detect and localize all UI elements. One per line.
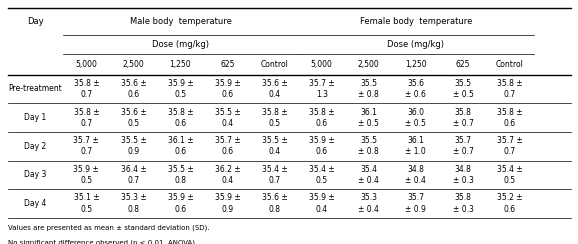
Text: 35.9 ±
0.6: 35.9 ± 0.6	[309, 136, 335, 156]
Text: 35.5 ±
0.4: 35.5 ± 0.4	[214, 108, 240, 128]
Text: 35.8 ±
0.5: 35.8 ± 0.5	[262, 108, 287, 128]
Text: 35.4 ±
0.7: 35.4 ± 0.7	[262, 165, 287, 185]
Text: Dose (mg/kg): Dose (mg/kg)	[387, 41, 444, 49]
Text: Male body  temperature: Male body temperature	[129, 17, 231, 26]
Text: Control: Control	[261, 60, 288, 69]
Text: 35.8 ±
0.7: 35.8 ± 0.7	[73, 79, 99, 99]
Text: 35.1 ±
0.5: 35.1 ± 0.5	[73, 193, 99, 214]
Text: 35.7 ±
1.3: 35.7 ± 1.3	[309, 79, 335, 99]
Text: 36.2 ±
0.4: 36.2 ± 0.4	[215, 165, 240, 185]
Text: 35.8
± 0.3: 35.8 ± 0.3	[453, 193, 473, 214]
Text: Pre-treatment: Pre-treatment	[9, 84, 62, 93]
Text: 35.6 ±
0.6: 35.6 ± 0.6	[121, 79, 146, 99]
Text: Dose (mg/kg): Dose (mg/kg)	[152, 41, 209, 49]
Text: 36.4 ±
0.7: 36.4 ± 0.7	[121, 165, 146, 185]
Text: 35.4 ±
0.5: 35.4 ± 0.5	[497, 165, 523, 185]
Text: 35.6 ±
0.8: 35.6 ± 0.8	[262, 193, 287, 214]
Text: 35.9 ±
0.4: 35.9 ± 0.4	[309, 193, 335, 214]
Text: 2,500: 2,500	[123, 60, 144, 69]
Text: 35.9 ±
0.6: 35.9 ± 0.6	[214, 79, 240, 99]
Text: No significant difference observed (p < 0.01, ANOVA): No significant difference observed (p < …	[8, 239, 195, 244]
Text: 2,500: 2,500	[358, 60, 380, 69]
Text: 35.4 ±
0.5: 35.4 ± 0.5	[309, 165, 335, 185]
Text: Day 1: Day 1	[24, 113, 47, 122]
Text: 34.8
± 0.3: 34.8 ± 0.3	[453, 165, 473, 185]
Text: Control: Control	[496, 60, 524, 69]
Text: 35.5 ±
0.4: 35.5 ± 0.4	[262, 136, 287, 156]
Text: 35.4
± 0.4: 35.4 ± 0.4	[358, 165, 379, 185]
Text: 35.7 ±
0.7: 35.7 ± 0.7	[73, 136, 99, 156]
Text: Values are presented as mean ± standard deviation (SD).: Values are presented as mean ± standard …	[8, 224, 210, 231]
Text: 35.8 ±
0.6: 35.8 ± 0.6	[497, 108, 523, 128]
Text: 5,000: 5,000	[311, 60, 333, 69]
Text: 5,000: 5,000	[75, 60, 97, 69]
Text: 1,250: 1,250	[405, 60, 427, 69]
Text: 625: 625	[220, 60, 235, 69]
Text: 35.7
± 0.9: 35.7 ± 0.9	[405, 193, 427, 214]
Text: 35.8 ±
0.7: 35.8 ± 0.7	[73, 108, 99, 128]
Text: 35.9 ±
0.5: 35.9 ± 0.5	[73, 165, 99, 185]
Text: 35.9 ±
0.6: 35.9 ± 0.6	[168, 193, 194, 214]
Text: Day 4: Day 4	[24, 199, 47, 208]
Text: 35.5
± 0.5: 35.5 ± 0.5	[453, 79, 473, 99]
Text: 35.2 ±
0.6: 35.2 ± 0.6	[497, 193, 523, 214]
Text: 35.6 ±
0.5: 35.6 ± 0.5	[121, 108, 146, 128]
Text: 35.6
± 0.6: 35.6 ± 0.6	[405, 79, 427, 99]
Text: 35.9 ±
0.5: 35.9 ± 0.5	[168, 79, 194, 99]
Text: 35.7
± 0.7: 35.7 ± 0.7	[453, 136, 473, 156]
Text: 36.1
± 1.0: 36.1 ± 1.0	[406, 136, 426, 156]
Text: Day 3: Day 3	[24, 170, 47, 179]
Text: 35.5
± 0.8: 35.5 ± 0.8	[358, 136, 379, 156]
Text: 35.8 ±
0.7: 35.8 ± 0.7	[497, 79, 523, 99]
Text: 35.7 ±
0.7: 35.7 ± 0.7	[497, 136, 523, 156]
Text: 35.5
± 0.8: 35.5 ± 0.8	[358, 79, 379, 99]
Text: 1,250: 1,250	[170, 60, 191, 69]
Text: 35.8
± 0.7: 35.8 ± 0.7	[453, 108, 473, 128]
Text: 35.8 ±
0.6: 35.8 ± 0.6	[309, 108, 335, 128]
Text: 35.5 ±
0.8: 35.5 ± 0.8	[168, 165, 194, 185]
Text: 35.7 ±
0.6: 35.7 ± 0.6	[214, 136, 240, 156]
Text: 35.5 ±
0.9: 35.5 ± 0.9	[121, 136, 146, 156]
Text: 36.1
± 0.5: 36.1 ± 0.5	[358, 108, 379, 128]
Text: 35.3 ±
0.8: 35.3 ± 0.8	[121, 193, 146, 214]
Text: 35.8 ±
0.6: 35.8 ± 0.6	[168, 108, 193, 128]
Text: 34.8
± 0.4: 34.8 ± 0.4	[405, 165, 427, 185]
Text: Day: Day	[27, 17, 44, 26]
Text: 35.6 ±
0.4: 35.6 ± 0.4	[262, 79, 287, 99]
Text: Female body  temperature: Female body temperature	[360, 17, 472, 26]
Text: 625: 625	[455, 60, 470, 69]
Text: Day 2: Day 2	[24, 142, 47, 151]
Text: 35.9 ±
0.9: 35.9 ± 0.9	[214, 193, 240, 214]
Text: 35.3
± 0.4: 35.3 ± 0.4	[358, 193, 379, 214]
Text: 36.0
± 0.5: 36.0 ± 0.5	[405, 108, 427, 128]
Text: 36.1 ±
0.6: 36.1 ± 0.6	[168, 136, 193, 156]
